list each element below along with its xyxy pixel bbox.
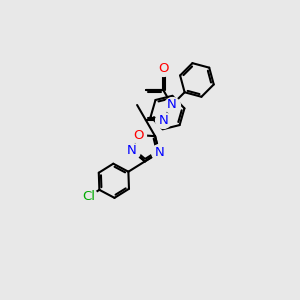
Text: N: N <box>158 114 168 127</box>
Text: N: N <box>127 144 137 157</box>
Text: N: N <box>154 146 164 159</box>
Text: O: O <box>158 62 169 75</box>
Text: Cl: Cl <box>83 190 96 203</box>
Text: N: N <box>167 98 177 112</box>
Text: O: O <box>133 128 144 142</box>
